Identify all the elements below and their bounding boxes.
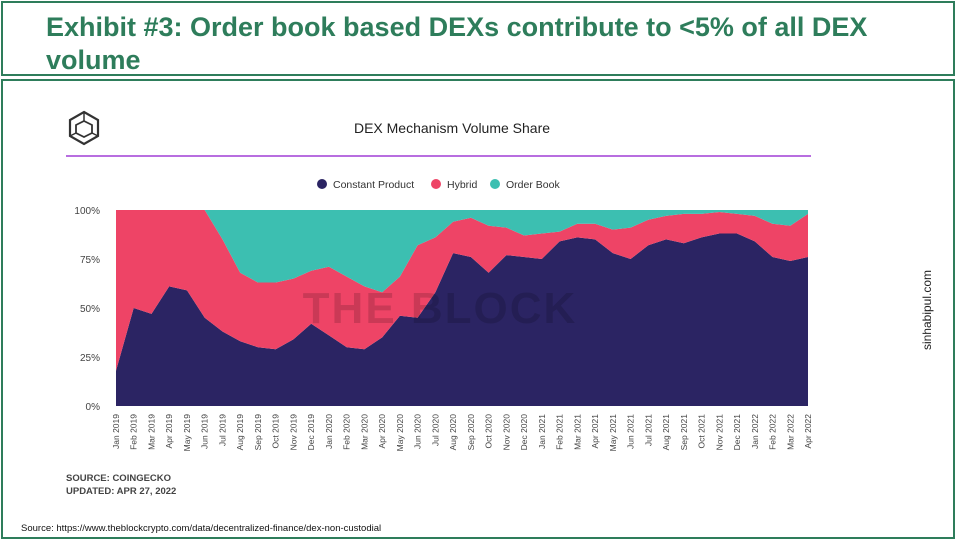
- x-tick-label: Feb 2019: [129, 414, 139, 450]
- page-title: Exhibit #3: Order book based DEXs contri…: [46, 12, 868, 75]
- x-tick-label: Mar 2019: [146, 414, 156, 450]
- x-tick-label: Nov 2019: [288, 414, 298, 451]
- y-axis: 0% 25% 50% 75% 100%: [74, 206, 100, 413]
- x-tick-label: Nov 2020: [501, 414, 511, 451]
- x-tick-label: Mar 2022: [785, 414, 795, 450]
- series-area-hybrid: [116, 210, 808, 371]
- x-tick-label: Jun 2021: [626, 414, 636, 449]
- chart-title: DEX Mechanism Volume Share: [354, 120, 550, 136]
- series-area-constant-product: [116, 233, 808, 406]
- x-tick-label: Sep 2019: [253, 414, 263, 451]
- x-tick-label: Jan 2020: [324, 414, 334, 449]
- x-axis: Jan 2019 Feb 2019 Mar 2019 Apr 2019 May 2019…: [111, 414, 813, 452]
- legend: Constant Product Hybrid Order Book: [317, 179, 560, 191]
- legend-swatch-hybrid: [431, 179, 441, 189]
- x-tick-label: May 2021: [608, 414, 618, 452]
- x-tick-label: Oct 2019: [271, 414, 281, 449]
- chart-updated: UPDATED: APR 27, 2022: [66, 486, 176, 497]
- source-note: Source: https://www.theblockcrypto.com/d…: [21, 523, 382, 534]
- x-tick-label: Apr 2020: [377, 414, 387, 449]
- x-tick-label: Feb 2022: [768, 414, 778, 450]
- x-tick-label: Jan 2022: [750, 414, 760, 449]
- x-tick-label: Jan 2019: [111, 414, 121, 449]
- x-tick-label: Sep 2020: [466, 414, 476, 451]
- legend-label-hybrid: Hybrid: [447, 179, 478, 191]
- plot-area: [116, 210, 808, 406]
- legend-swatch-order-book: [490, 179, 500, 189]
- x-tick-label: Apr 2022: [803, 414, 813, 449]
- series-area-order-book: [116, 210, 808, 293]
- x-tick-label: Oct 2021: [697, 414, 707, 449]
- x-tick-label: Mar 2020: [359, 414, 369, 450]
- x-tick-label: Aug 2019: [235, 414, 245, 451]
- content-box: [1, 79, 955, 539]
- x-tick-label: Nov 2021: [714, 414, 724, 451]
- x-tick-label: Aug 2020: [448, 414, 458, 451]
- x-tick-label: Oct 2020: [484, 414, 494, 449]
- x-tick-label: Dec 2021: [732, 414, 742, 451]
- legend-label-constant-product: Constant Product: [333, 179, 414, 191]
- header-box: Exhibit #3: Order book based DEXs contri…: [1, 1, 955, 76]
- x-tick-label: Feb 2021: [555, 414, 565, 450]
- x-tick-label: Aug 2021: [661, 414, 671, 451]
- x-tick-label: Jun 2020: [413, 414, 423, 449]
- x-tick-label: Apr 2019: [164, 414, 174, 449]
- the-block-cube-icon: [68, 110, 100, 146]
- x-tick-label: May 2019: [182, 414, 192, 452]
- watermark: THE BLOCK: [303, 284, 578, 333]
- x-tick-label: Jul 2020: [430, 414, 440, 446]
- y-tick-label: 75%: [80, 255, 100, 266]
- side-label: sinhabipul.com: [920, 269, 934, 351]
- y-tick-label: 0%: [86, 402, 101, 413]
- chart-source: SOURCE: COINGECKO: [66, 473, 171, 484]
- x-tick-label: Apr 2021: [590, 414, 600, 449]
- x-tick-label: Dec 2020: [519, 414, 529, 451]
- x-tick-label: Jul 2019: [217, 414, 227, 446]
- y-tick-label: 100%: [74, 206, 100, 217]
- y-tick-label: 25%: [80, 353, 100, 364]
- legend-swatch-constant-product: [317, 179, 327, 189]
- y-tick-label: 50%: [80, 304, 100, 315]
- x-tick-label: May 2020: [395, 414, 405, 452]
- x-tick-label: Sep 2021: [679, 414, 689, 451]
- x-tick-label: Jun 2019: [200, 414, 210, 449]
- x-tick-label: Jul 2021: [643, 414, 653, 446]
- x-tick-label: Feb 2020: [342, 414, 352, 450]
- x-tick-label: Mar 2021: [572, 414, 582, 450]
- x-tick-label: Dec 2019: [306, 414, 316, 451]
- x-tick-label: Jan 2021: [537, 414, 547, 449]
- legend-label-order-book: Order Book: [506, 179, 560, 191]
